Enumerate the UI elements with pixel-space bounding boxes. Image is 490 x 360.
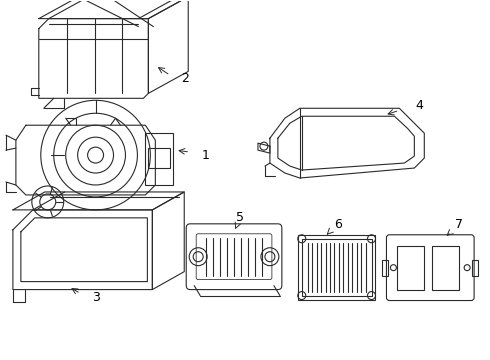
Text: 4: 4 (416, 99, 423, 112)
Text: 7: 7 (455, 218, 463, 231)
Bar (432, 246, 459, 289)
Text: 1: 1 (201, 149, 209, 162)
Text: 5: 5 (236, 211, 244, 224)
Text: 3: 3 (92, 291, 99, 304)
Bar (302, 239, 371, 296)
Text: 2: 2 (181, 72, 189, 85)
Bar (397, 246, 424, 289)
Text: 6: 6 (334, 218, 342, 231)
Bar (298, 235, 375, 300)
Bar (472, 260, 478, 276)
Bar (146, 133, 173, 185)
Bar (383, 260, 389, 276)
Bar (148, 148, 171, 168)
